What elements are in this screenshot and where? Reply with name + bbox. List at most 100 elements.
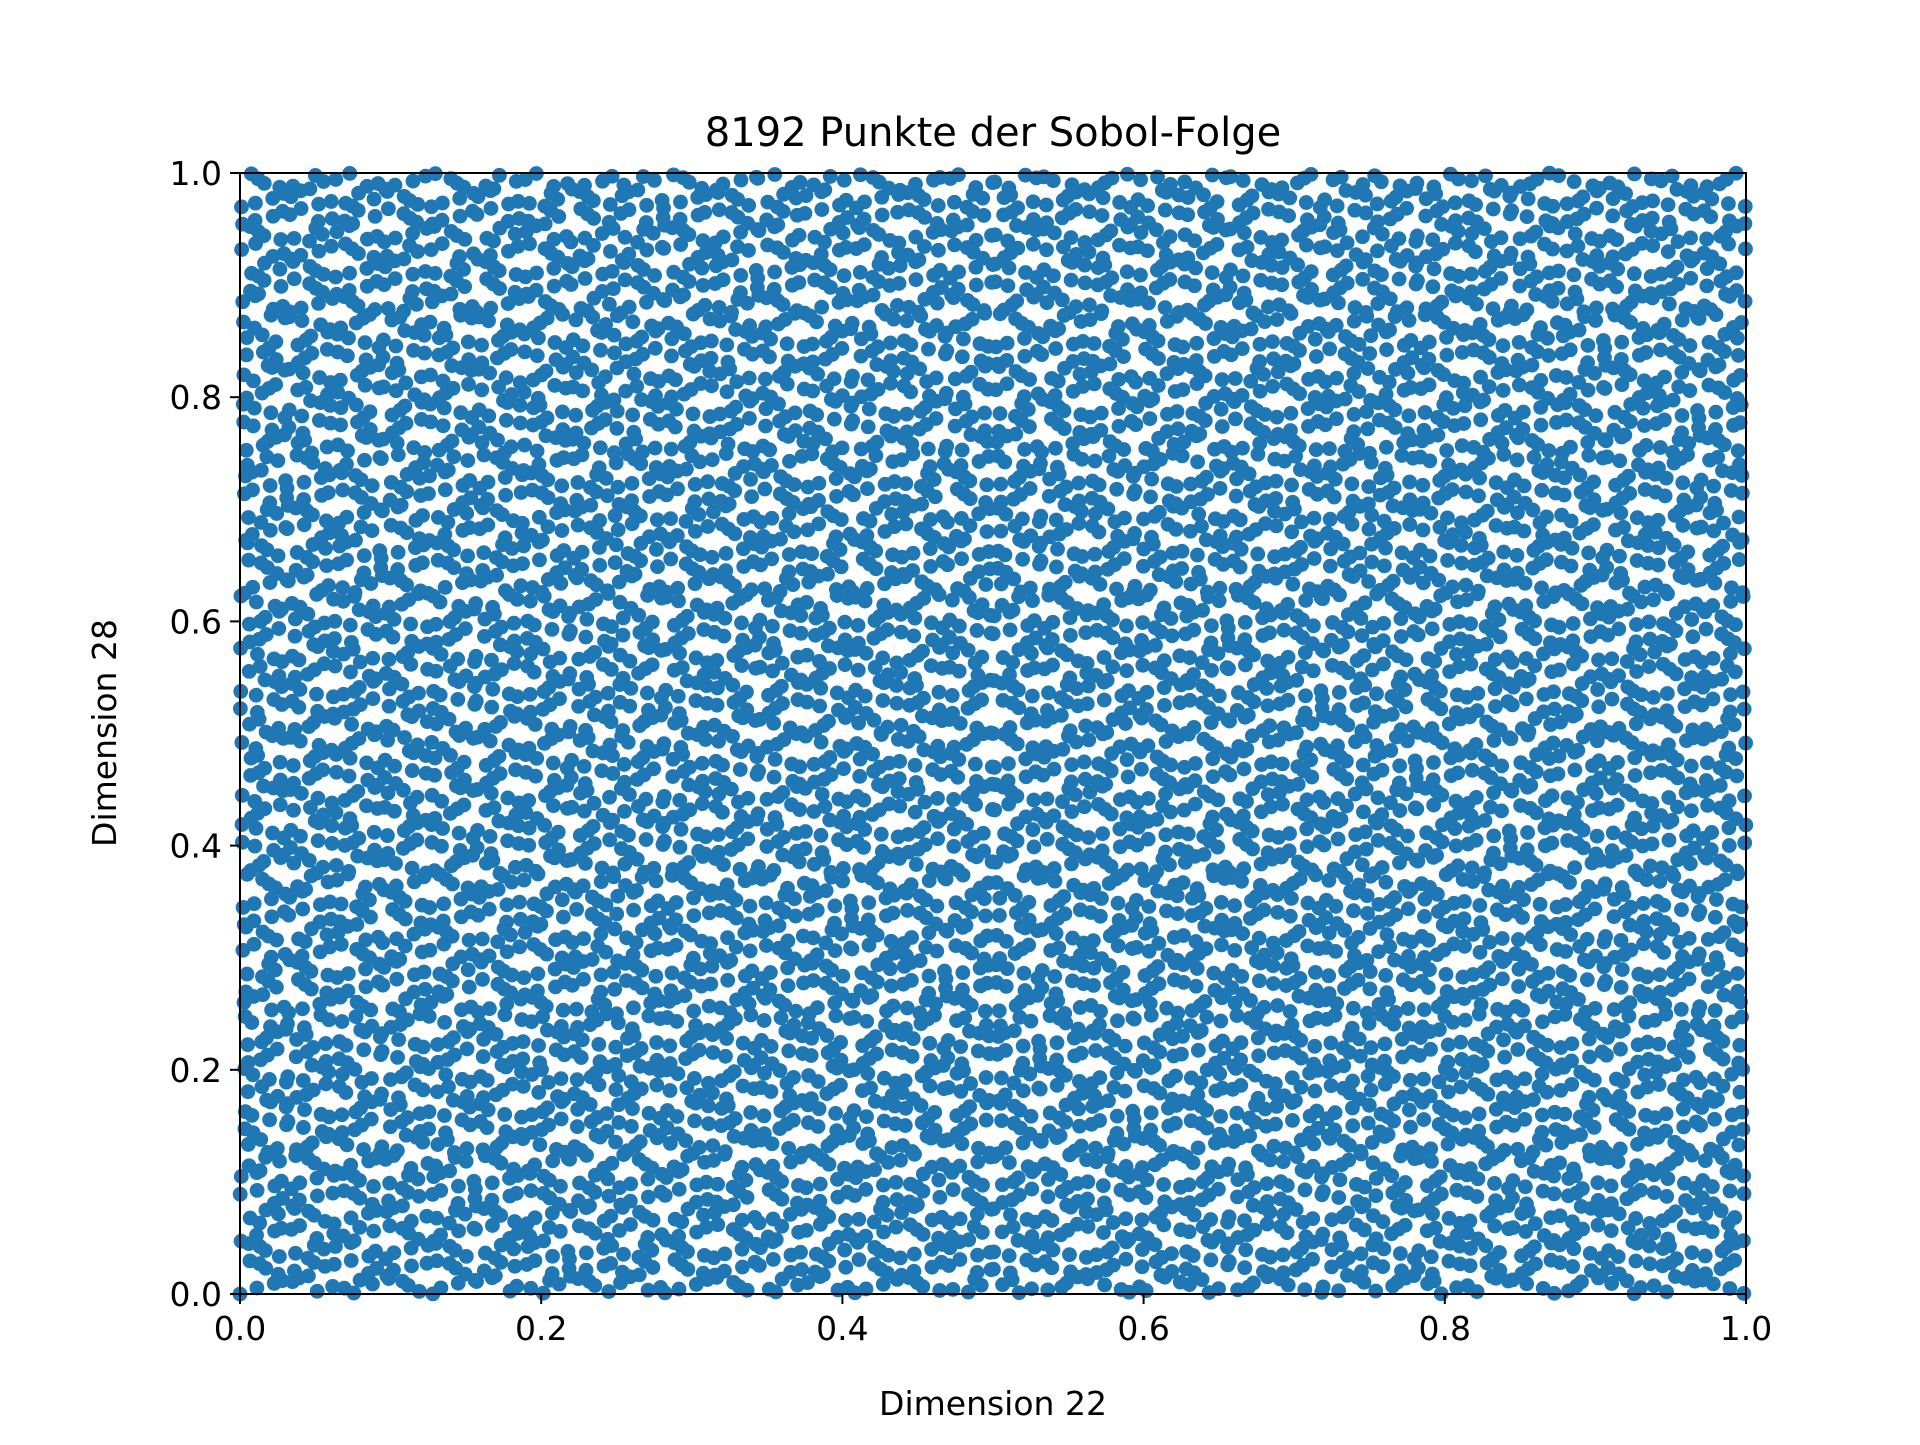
scatter-point <box>1224 870 1240 885</box>
scatter-point <box>873 626 889 642</box>
scatter-point <box>1582 562 1598 578</box>
scatter-point <box>1503 245 1519 261</box>
scatter-point <box>692 454 708 470</box>
scatter-point <box>358 352 374 368</box>
scatter-point <box>426 1169 442 1184</box>
scatter-point <box>734 615 749 631</box>
scatter-point <box>669 401 684 417</box>
scatter-point <box>873 826 889 842</box>
scatter-point <box>1440 1037 1456 1053</box>
scatter-point <box>1660 197 1676 213</box>
scatter-point <box>1580 338 1596 353</box>
scatter-point <box>1129 321 1145 337</box>
scatter-point <box>1614 334 1630 350</box>
scatter-point <box>542 697 558 713</box>
scatter-point <box>1344 976 1359 992</box>
scatter-point <box>860 1126 876 1142</box>
scatter-point <box>1196 829 1212 845</box>
scatter-point <box>1315 1279 1331 1295</box>
scatter-point <box>855 551 871 567</box>
scatter-point <box>1544 617 1559 633</box>
scatter-point <box>1158 827 1174 843</box>
scatter-point <box>286 231 302 246</box>
scatter-point <box>373 560 389 576</box>
scatter-point <box>876 1177 891 1193</box>
scatter-point <box>792 802 807 817</box>
scatter-point <box>1213 1108 1228 1124</box>
scatter-point <box>848 589 863 605</box>
scatter-point <box>485 1218 500 1233</box>
scatter-point <box>1087 546 1103 562</box>
scatter-point <box>1522 1150 1537 1166</box>
scatter-point <box>1212 580 1228 596</box>
scatter-point <box>889 1192 905 1207</box>
scatter-point <box>1361 521 1377 537</box>
scatter-point <box>1368 1283 1384 1299</box>
scatter-point <box>342 617 358 633</box>
scatter-point <box>967 756 983 772</box>
scatter-point <box>1285 1112 1300 1128</box>
scatter-point <box>958 413 974 429</box>
scatter-point <box>247 212 263 228</box>
scatter-point <box>1221 1254 1237 1269</box>
scatter-point <box>1313 240 1328 256</box>
scatter-point <box>972 1025 987 1041</box>
scatter-point <box>1185 306 1201 322</box>
scatter-point <box>334 1107 350 1123</box>
scatter-point <box>1315 1226 1331 1242</box>
scatter-point <box>780 880 795 896</box>
scatter-point <box>1226 1134 1242 1149</box>
scatter-point <box>922 459 938 475</box>
scatter-point <box>377 799 393 815</box>
scatter-point <box>302 753 318 768</box>
scatter-point <box>1289 1244 1305 1260</box>
scatter-point <box>1395 1049 1410 1065</box>
scatter-point <box>1377 1036 1393 1052</box>
scatter-point <box>1436 942 1452 958</box>
scatter-point <box>883 335 898 351</box>
scatter-point <box>790 649 806 665</box>
scatter-point <box>1719 171 1734 187</box>
scatter-point <box>1365 1255 1381 1271</box>
scatter-point <box>1251 563 1267 579</box>
scatter-point <box>1642 1256 1658 1272</box>
scatter-point <box>1457 938 1472 954</box>
scatter-point <box>1541 265 1557 281</box>
scatter-point <box>864 343 880 359</box>
scatter-point <box>1491 884 1506 900</box>
scatter-point <box>1392 758 1408 774</box>
scatter-point <box>255 437 271 453</box>
scatter-point <box>705 1045 721 1060</box>
scatter-point <box>1361 496 1376 512</box>
scatter-point <box>1646 1185 1662 1200</box>
scatter-point <box>878 908 894 924</box>
scatter-point <box>874 302 890 318</box>
scatter-point <box>359 278 375 294</box>
scatter-point <box>930 790 945 806</box>
scatter-point <box>1723 687 1738 703</box>
scatter-point <box>1143 1105 1159 1121</box>
scatter-point <box>312 944 328 960</box>
scatter-point <box>339 1137 355 1153</box>
scatter-point <box>1408 770 1424 786</box>
scatter-point <box>1001 1248 1017 1264</box>
scatter-point <box>773 1103 789 1119</box>
scatter-point <box>680 725 696 741</box>
scatter-point <box>951 167 966 183</box>
scatter-point <box>391 1090 406 1106</box>
scatter-point <box>1421 377 1437 393</box>
scatter-point <box>978 1070 994 1085</box>
scatter-point <box>1280 692 1296 708</box>
scatter-point <box>1686 206 1702 222</box>
scatter-point <box>1612 1141 1628 1157</box>
scatter-point <box>1633 594 1649 610</box>
scatter-point <box>1107 557 1123 573</box>
scatter-point <box>1199 584 1215 600</box>
scatter-point <box>1715 1033 1731 1049</box>
scatter-point <box>364 523 380 539</box>
scatter-point <box>828 1105 844 1121</box>
scatter-point <box>1189 881 1205 897</box>
scatter-point <box>1309 486 1325 502</box>
scatter-point <box>1154 1152 1170 1168</box>
scatter-point <box>1250 1090 1266 1106</box>
